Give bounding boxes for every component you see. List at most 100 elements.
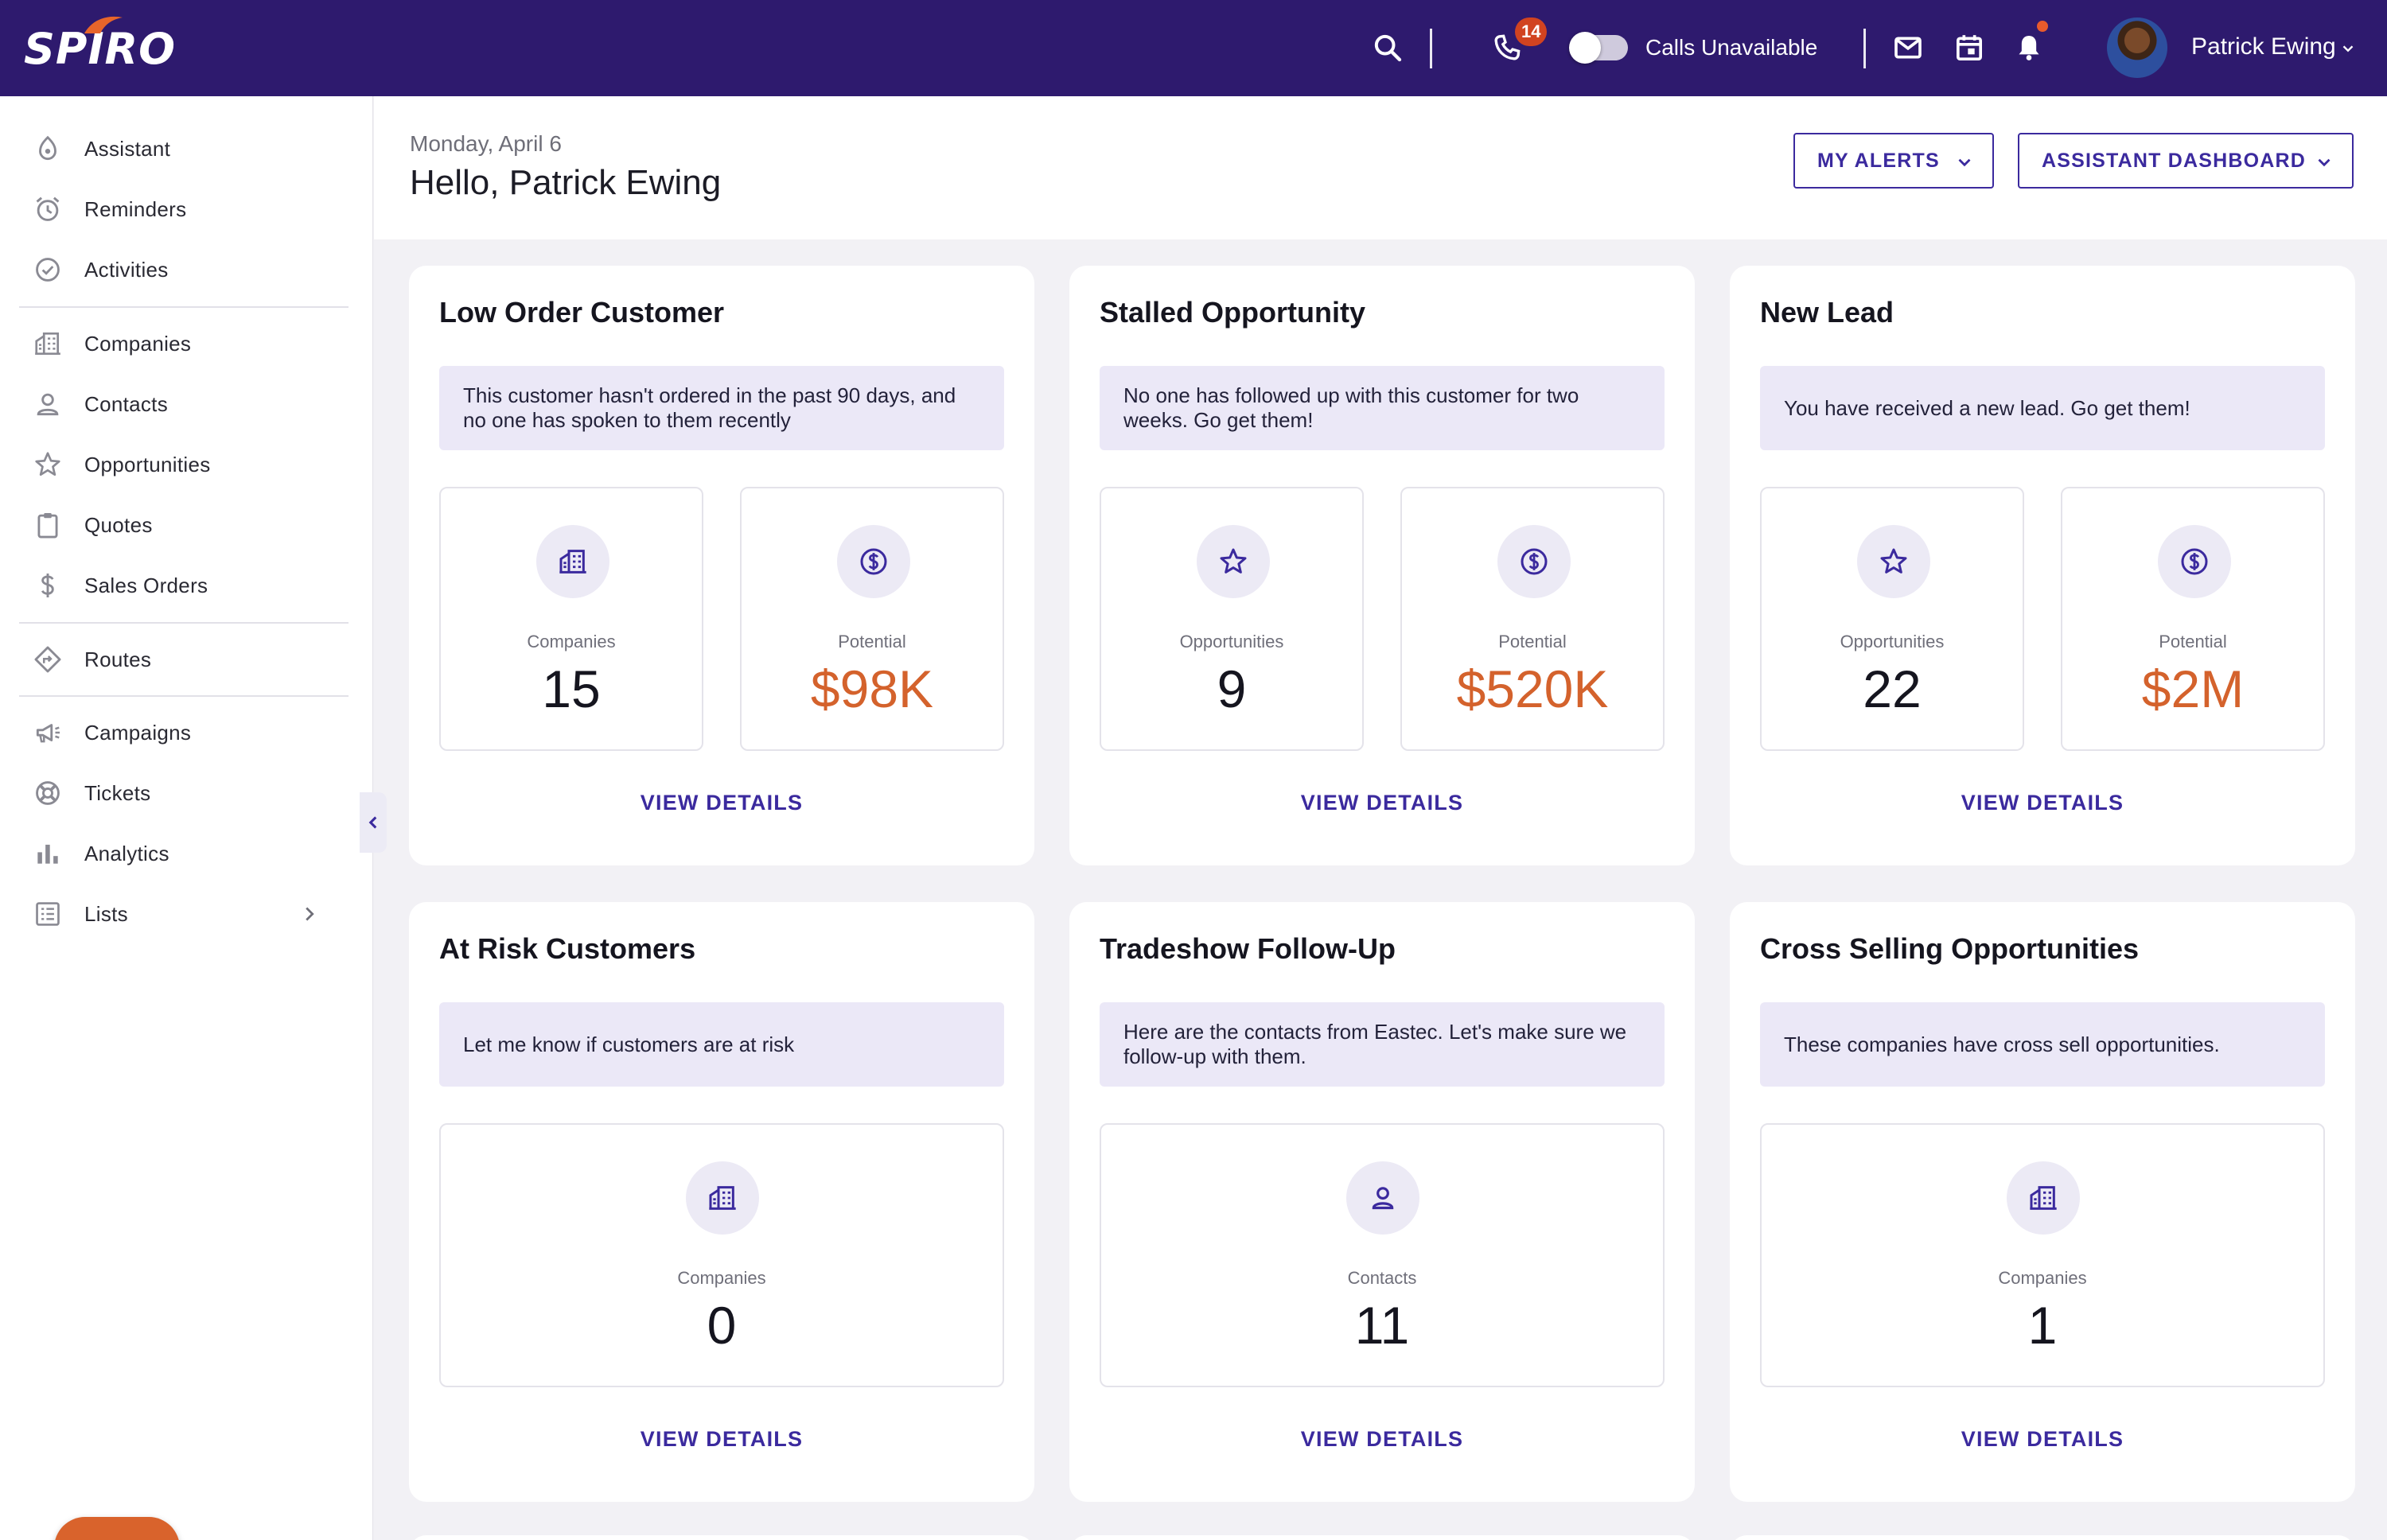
alert-card-at-risk-customers: At Risk Customers Let me know if custome… — [409, 902, 1034, 1502]
sidebar-item-assistant[interactable]: Assistant — [0, 123, 373, 174]
star-icon — [1197, 525, 1270, 598]
spiro-logo[interactable]: SPIRO — [24, 16, 176, 80]
stat-label: Companies — [677, 1268, 766, 1288]
stat-label: Opportunities — [1179, 632, 1284, 651]
sidebar-item-label: Tickets — [84, 780, 151, 805]
bell-icon[interactable] — [2010, 29, 2048, 67]
view-details-link[interactable]: VIEW DETAILS — [1300, 791, 1464, 815]
dollar-circle-icon — [837, 525, 910, 598]
route-icon — [30, 642, 65, 677]
current-date: Monday, April 6 — [410, 131, 562, 156]
check-circle-icon — [30, 252, 65, 287]
stat-box-contacts[interactable]: Contacts 11 — [1100, 1123, 1665, 1387]
sidebar-item-analytics[interactable]: Analytics — [0, 828, 373, 879]
sidebar-item-companies[interactable]: Companies — [0, 318, 373, 369]
my-alerts-label: MY ALERTS — [1817, 149, 1940, 172]
sidebar-item-campaigns[interactable]: Campaigns — [0, 707, 373, 758]
card-title: Stalled Opportunity — [1100, 296, 1366, 329]
sidebar-item-opportunities[interactable]: Opportunities — [0, 439, 373, 490]
missed-calls-badge: 14 — [1515, 18, 1548, 46]
sidebar-item-label: Reminders — [84, 196, 187, 221]
stat-box-companies[interactable]: Companies 15 — [439, 487, 703, 751]
alert-card-stalled-opportunity: Stalled Opportunity No one has followed … — [1069, 266, 1695, 865]
stat-label: Potential — [1498, 632, 1567, 651]
calls-availability-toggle[interactable] — [1569, 32, 1628, 64]
stat-box-potential[interactable]: Potential $520K — [1400, 487, 1665, 751]
view-details-link[interactable]: VIEW DETAILS — [1961, 791, 2124, 815]
dashboard-selector-label: ASSISTANT DASHBOARD — [2042, 149, 2307, 172]
sidebar-item-label: Quotes — [84, 512, 153, 537]
sidebar-item-label: Activities — [84, 257, 169, 282]
megaphone-icon — [30, 715, 65, 750]
search-icon[interactable] — [1369, 29, 1407, 67]
stat-value: 11 — [1354, 1296, 1410, 1355]
chevron-left-icon — [368, 816, 377, 829]
sidebar-item-label: Sales Orders — [84, 573, 208, 597]
stat-box-companies[interactable]: Companies 1 — [1760, 1123, 2325, 1387]
stat-value: 1 — [2027, 1296, 2058, 1355]
notification-dot — [2037, 21, 2048, 32]
stat-box-companies[interactable]: Companies 0 — [439, 1123, 1004, 1387]
my-alerts-dropdown[interactable]: MY ALERTS — [1793, 133, 1994, 189]
alert-card-new-lead: New Lead You have received a new lead. G… — [1730, 266, 2355, 865]
sidebar-item-reminders[interactable]: Reminders — [0, 184, 373, 235]
card-title: Tradeshow Follow-Up — [1100, 932, 1396, 965]
collapse-sidebar-button[interactable] — [360, 792, 387, 853]
chevron-down-icon — [2318, 158, 2331, 167]
chevron-down-icon[interactable] — [2339, 40, 2357, 57]
stat-box-potential[interactable]: Potential $2M — [2061, 487, 2325, 751]
card-title: Cross Selling Opportunities — [1760, 932, 2140, 965]
stat-label: Companies — [1998, 1268, 2087, 1288]
view-details-link[interactable]: VIEW DETAILS — [1300, 1427, 1464, 1451]
stat-box-potential[interactable]: Potential $98K — [740, 487, 1004, 751]
dashboard-selector-dropdown[interactable]: ASSISTANT DASHBOARD — [2018, 133, 2354, 189]
sidebar-item-label: Opportunities — [84, 452, 211, 476]
buildings-icon — [536, 525, 609, 598]
sidebar-item-label: Lists — [84, 901, 128, 926]
sidebar-item-contacts[interactable]: Contacts — [0, 379, 373, 430]
card-message: Let me know if customers are at risk — [439, 1002, 1004, 1087]
calendar-icon[interactable] — [1950, 29, 1988, 67]
view-details-link[interactable]: VIEW DETAILS — [1961, 1427, 2124, 1451]
card-message: These companies have cross sell opportun… — [1760, 1002, 2325, 1087]
card-title: New Lead — [1760, 296, 1894, 329]
stat-label: Contacts — [1347, 1268, 1417, 1288]
card-title: At Risk Customers — [439, 932, 696, 965]
topbar-divider — [1863, 29, 1866, 68]
user-avatar[interactable] — [2107, 18, 2167, 78]
sidebar: Assistant Reminders Activities Companies… — [0, 96, 373, 1540]
sidebar-item-label: Routes — [84, 647, 152, 671]
buildings-icon — [30, 326, 65, 361]
sidebar-item-label: Contacts — [84, 391, 169, 416]
stat-label: Opportunities — [1840, 632, 1945, 651]
mail-icon[interactable] — [1889, 29, 1927, 67]
alert-card-cross-selling-opportunities: Cross Selling Opportunities These compan… — [1730, 902, 2355, 1502]
chevron-right-icon[interactable] — [298, 902, 321, 926]
alert-card-low-order-customer: Low Order Customer This customer hasn't … — [409, 266, 1034, 865]
logo-flame-icon — [84, 16, 123, 33]
sidebar-item-routes[interactable]: Routes — [0, 634, 373, 685]
page-header: Monday, April 6 Hello, Patrick Ewing MY … — [374, 96, 2387, 239]
stat-label: Potential — [838, 632, 906, 651]
sidebar-item-tickets[interactable]: Tickets — [0, 768, 373, 819]
view-details-link[interactable]: VIEW DETAILS — [640, 1427, 804, 1451]
sidebar-divider — [19, 306, 349, 308]
user-name[interactable]: Patrick Ewing — [2191, 33, 2336, 60]
card-title: Low Order Customer — [439, 296, 725, 329]
stat-label: Potential — [2159, 632, 2227, 651]
sidebar-item-lists[interactable]: Lists — [0, 889, 373, 939]
stat-box-opportunities[interactable]: Opportunities 9 — [1100, 487, 1364, 751]
sidebar-item-label: Companies — [84, 331, 192, 356]
sidebar-item-activities[interactable]: Activities — [0, 244, 373, 295]
view-details-link[interactable]: VIEW DETAILS — [640, 791, 804, 815]
sidebar-item-label: Assistant — [84, 136, 171, 161]
phone-icon[interactable] — [1488, 29, 1526, 67]
stat-value: $520K — [1456, 659, 1609, 718]
lifebuoy-icon — [30, 776, 65, 811]
alert-card-partial — [1730, 1535, 2355, 1540]
sidebar-item-sales-orders[interactable]: Sales Orders — [0, 560, 373, 611]
buildings-icon — [686, 1161, 759, 1235]
stat-box-opportunities[interactable]: Opportunities 22 — [1760, 487, 2024, 751]
sidebar-item-quotes[interactable]: Quotes — [0, 500, 373, 550]
support-button[interactable]: Support — [54, 1517, 180, 1540]
